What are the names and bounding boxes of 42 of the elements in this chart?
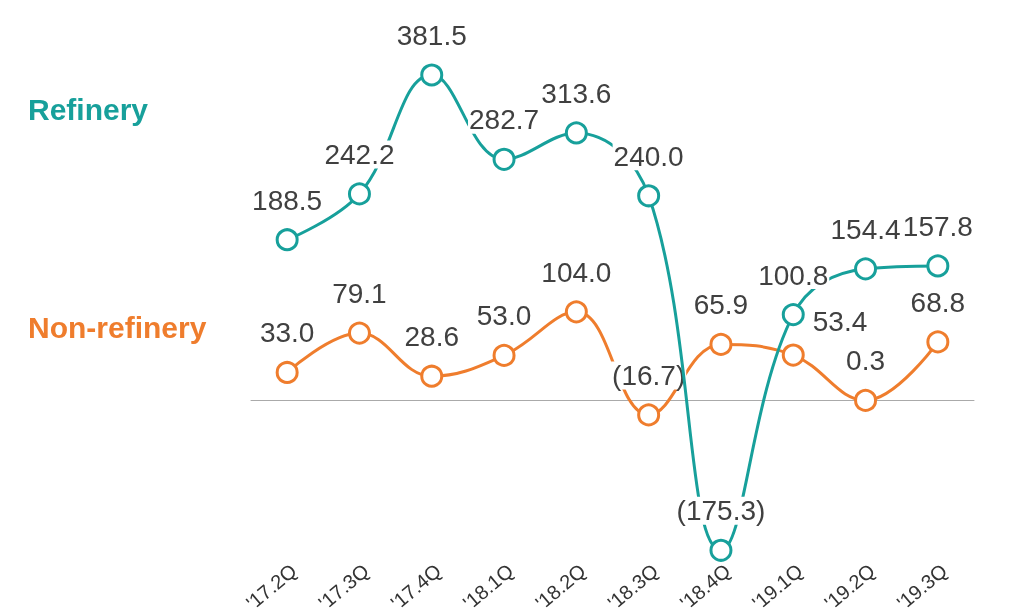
- data-label: 79.1: [332, 278, 387, 310]
- point: [492, 343, 516, 367]
- data-label: 188.5: [252, 184, 323, 216]
- data-label: 65.9: [693, 289, 749, 321]
- point: [709, 538, 733, 562]
- data-label: 100.8: [758, 259, 829, 291]
- point: [275, 360, 299, 384]
- point: [854, 257, 878, 281]
- point: [781, 343, 805, 367]
- data-label: 104.0: [541, 256, 612, 288]
- data-label: 313.6: [541, 77, 612, 109]
- point: [564, 300, 588, 324]
- point: [420, 364, 444, 388]
- point: [347, 321, 371, 345]
- point: [926, 254, 950, 278]
- data-label: 242.2: [324, 138, 395, 170]
- data-label: 282.7: [469, 104, 540, 136]
- data-label: (16.7): [612, 359, 686, 391]
- point: [492, 147, 516, 171]
- data-label: 28.6: [404, 321, 459, 353]
- point: [347, 182, 371, 206]
- data-label: 33.0: [259, 317, 315, 349]
- text: Non-refinery: [28, 310, 207, 344]
- point: [420, 63, 444, 87]
- data-label: 53.4: [812, 306, 868, 338]
- point: [637, 184, 661, 208]
- text: Refinery: [28, 93, 149, 127]
- data-label: 53.0: [476, 300, 532, 332]
- point: [564, 121, 588, 145]
- data-label: 154.4: [830, 213, 901, 245]
- data-label: 381.5: [396, 20, 467, 51]
- data-label: 68.8: [910, 286, 966, 318]
- point: [275, 228, 299, 252]
- data-label: 0.3: [846, 345, 886, 377]
- point: [781, 303, 805, 327]
- point: [926, 330, 950, 354]
- data-label: (175.3): [676, 495, 766, 527]
- point: [709, 332, 733, 356]
- data-label: 157.8: [902, 210, 973, 242]
- point: [637, 403, 661, 427]
- point: [854, 388, 878, 412]
- data-label: 240.0: [613, 140, 684, 172]
